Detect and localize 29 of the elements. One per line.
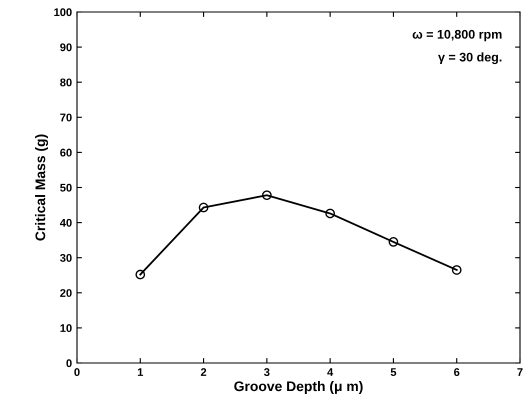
y-tick-label: 70	[60, 114, 72, 122]
y-tick-label: 80	[60, 78, 72, 86]
x-tick-label: 4	[327, 368, 334, 376]
x-tick-label: 7	[517, 368, 523, 376]
y-tick-label: 90	[60, 43, 72, 52]
annotation: γ = 30 deg.	[438, 52, 502, 64]
x-tick-label: 2	[200, 368, 206, 376]
x-tick-label: 1	[138, 368, 144, 376]
annotation: ω = 10,800 rpm	[412, 30, 502, 42]
point	[325, 208, 336, 218]
x-axis-title: Groove Depth (μ m)	[234, 380, 363, 394]
point	[262, 190, 272, 200]
y-tick-label: 40	[60, 218, 72, 227]
y-tick-label: 20	[60, 289, 72, 297]
y-tick-label: 0	[66, 359, 72, 368]
point	[135, 270, 146, 280]
point	[198, 202, 208, 212]
x-tick-label: 5	[390, 368, 396, 376]
y-tick-label: 60	[60, 148, 72, 157]
y-tick-label: 100	[54, 8, 72, 16]
x-tick-label: 6	[454, 368, 460, 376]
y-axis-title: Critical Mass (g)	[35, 134, 48, 241]
y-tick-label: 50	[60, 184, 72, 192]
point	[388, 237, 398, 247]
x-tick-label: 0	[74, 368, 80, 376]
y-tick-label: 30	[60, 254, 72, 262]
y-tick-label: 10	[60, 324, 72, 332]
x-tick-label: 3	[264, 368, 270, 376]
point	[452, 265, 462, 275]
